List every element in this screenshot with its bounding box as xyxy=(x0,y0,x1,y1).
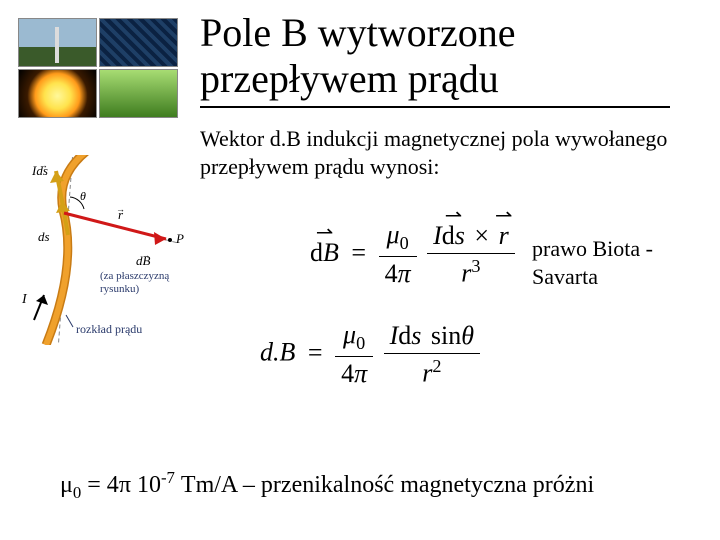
biot-savart-diagram: Ids→ θ ds r→ P I dB→ (za płaszczyzną rys… xyxy=(18,155,193,345)
f1-coef-frac: μ0 4π xyxy=(379,220,417,289)
mu-tenbase: 10 xyxy=(137,472,161,498)
mu0-definition: μ0 = 4π 10-7 Tm/A – przenikalność magnet… xyxy=(60,468,660,503)
formula-biot-savart-scalar: d.B = μ0 4π Ids sinθ r2 xyxy=(260,320,480,389)
svg-text:P: P xyxy=(175,231,184,246)
svg-text:dB→: dB→ xyxy=(136,250,151,268)
f1-B: B xyxy=(323,238,339,267)
formula-biot-savart-vector: dB = μ0 4π Ids × r r3 xyxy=(310,220,515,289)
grass-image xyxy=(99,69,178,118)
svg-text:Ids→: Ids→ xyxy=(31,160,48,178)
mu-symbol: μ xyxy=(60,472,73,498)
corner-images xyxy=(18,18,178,118)
title-line-2: przepływem prądu xyxy=(200,56,499,101)
svg-text:r→: r→ xyxy=(116,204,125,222)
svg-text:rozkład prądu: rozkład prądu xyxy=(76,322,142,336)
f1-d: d xyxy=(310,238,323,267)
svg-text:(za płaszczyzną: (za płaszczyzną xyxy=(100,270,169,282)
biot-line-1: prawo Biota - xyxy=(532,236,653,261)
f2-eq: = xyxy=(302,338,329,367)
svg-text:ds: ds xyxy=(38,229,50,244)
title-line-1: Pole B wytworzone xyxy=(200,10,516,55)
intro-text: Wektor d.B indukcji magnetycznej pola wy… xyxy=(200,125,670,180)
f2-coef-frac: μ0 4π xyxy=(335,320,373,389)
wind-turbine-image xyxy=(18,18,97,67)
slide-title: Pole B wytworzone przepływem prądu xyxy=(200,10,670,108)
mu-sub: 0 xyxy=(73,483,81,502)
svg-text:θ: θ xyxy=(80,189,86,203)
mu-desc: Tm/A – przenikalność magnetyczna próżni xyxy=(175,472,594,498)
biot-savart-law-label: prawo Biota - Savarta xyxy=(532,235,692,290)
sun-image xyxy=(18,69,97,118)
mu-pi: π xyxy=(119,472,131,498)
slide: Pole B wytworzone przepływem prądu Wekto… xyxy=(0,0,720,540)
mu-eq4: = 4 xyxy=(81,472,119,498)
solar-panel-image xyxy=(99,18,178,67)
f1-eq: = xyxy=(345,238,372,267)
svg-text:rysunku): rysunku) xyxy=(100,283,139,295)
svg-text:I: I xyxy=(21,292,28,307)
f2-lhs: d.B xyxy=(260,338,295,367)
f2-rhs-frac: Ids sinθ r2 xyxy=(384,321,480,389)
f1-rhs-frac: Ids × r r3 xyxy=(427,221,515,289)
mu-tenexp: -7 xyxy=(161,468,175,487)
biot-line-2: Savarta xyxy=(532,264,598,289)
